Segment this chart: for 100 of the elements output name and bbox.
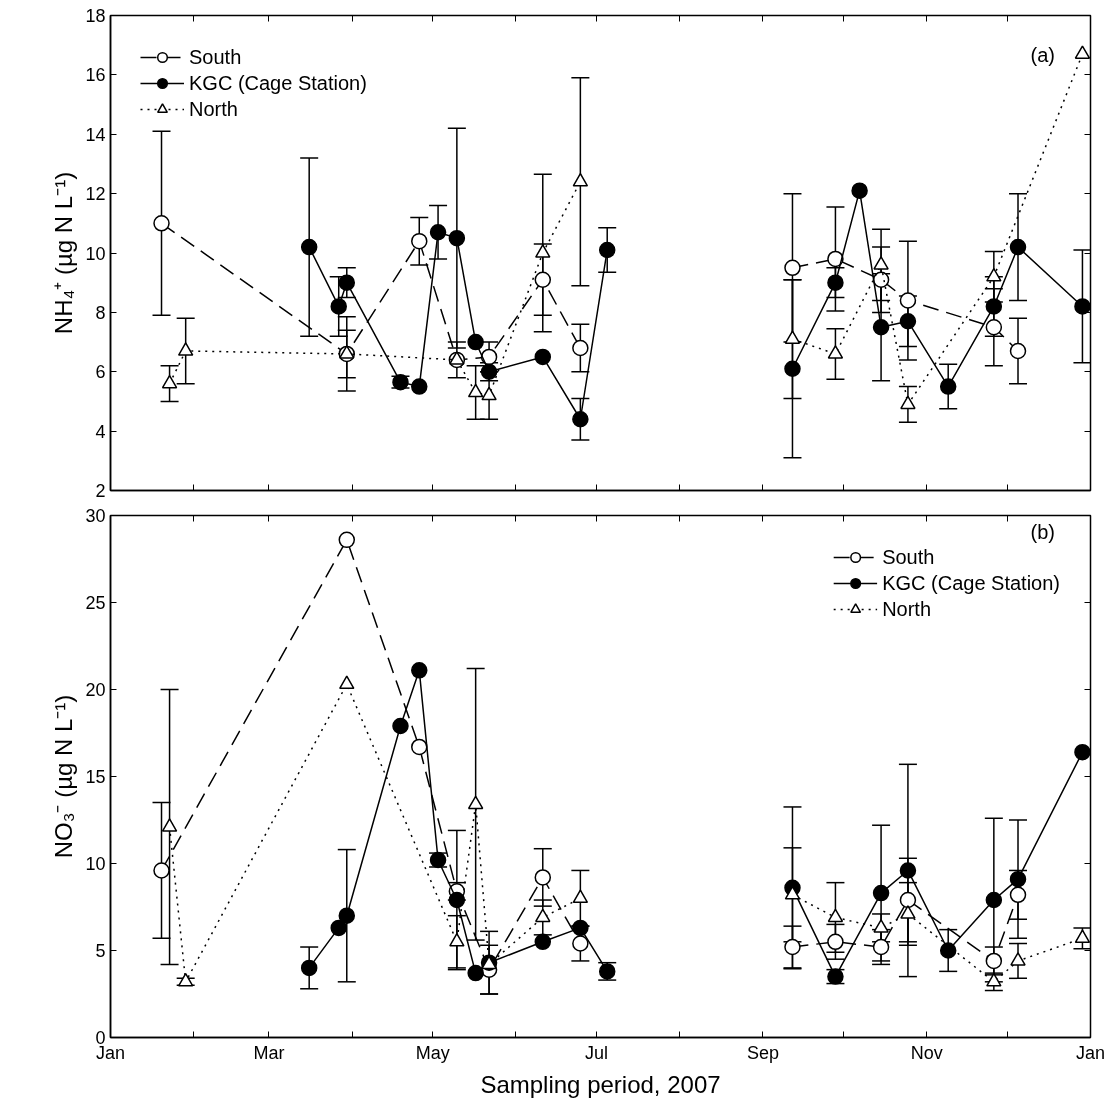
x-axis-title: Sampling period, 2007 <box>480 1070 721 1098</box>
point <box>339 675 355 690</box>
point <box>535 908 551 923</box>
point <box>873 919 889 933</box>
legend-label: North <box>882 597 932 621</box>
point <box>330 919 347 937</box>
y-tick-label: 10 <box>85 854 106 874</box>
y-tick-label: 12 <box>85 184 106 205</box>
point <box>339 345 355 359</box>
point <box>572 889 589 904</box>
point <box>900 905 916 919</box>
point <box>985 952 1003 970</box>
point <box>449 351 465 365</box>
point <box>873 256 889 270</box>
point <box>1010 952 1026 966</box>
point <box>827 908 844 923</box>
point <box>467 333 484 351</box>
point <box>986 972 1002 987</box>
y-tick-label: 14 <box>85 124 106 145</box>
point <box>784 360 801 378</box>
point <box>1009 886 1027 904</box>
y-tick-label: 30 <box>85 506 106 526</box>
legend-label: South <box>882 545 935 569</box>
point <box>985 318 1003 336</box>
x-tick-label: Nov <box>910 1042 943 1063</box>
point <box>939 942 957 959</box>
point <box>1074 929 1091 944</box>
y-tick-label: 25 <box>85 593 106 613</box>
point <box>1009 238 1027 256</box>
point <box>467 964 484 982</box>
point <box>300 959 318 977</box>
point <box>411 232 428 250</box>
point <box>872 938 890 956</box>
point <box>177 972 194 987</box>
y-tick-label: 2 <box>95 481 106 501</box>
point <box>827 345 844 359</box>
point <box>784 259 801 277</box>
y-axis-title: NO₃⁻ (µg N L⁻¹) <box>50 694 78 859</box>
annotation: (b) <box>1030 520 1055 543</box>
point <box>161 818 178 832</box>
point <box>572 919 589 937</box>
point <box>411 378 428 395</box>
point <box>467 795 484 810</box>
point <box>784 938 801 956</box>
x-tick-label: Mar <box>253 1042 285 1063</box>
point <box>1009 870 1027 888</box>
y-tick-label: 20 <box>85 680 106 700</box>
y-tick-label: 6 <box>95 362 106 383</box>
point <box>338 531 356 549</box>
point <box>429 223 447 241</box>
point <box>985 891 1003 909</box>
point <box>899 891 917 909</box>
point <box>534 271 552 288</box>
point <box>338 274 356 291</box>
point <box>481 386 497 401</box>
point <box>1009 342 1027 360</box>
point <box>872 318 890 336</box>
y-tick-label: 15 <box>85 767 106 787</box>
point <box>851 182 868 199</box>
point <box>572 339 589 357</box>
y-axis-title: NH₄⁺ (µg N L⁻¹) <box>50 171 78 335</box>
point <box>153 862 170 879</box>
point <box>572 935 589 952</box>
point <box>1074 298 1091 315</box>
point <box>572 172 589 187</box>
point <box>177 342 194 356</box>
point <box>448 229 466 247</box>
y-tick-label: 16 <box>85 65 106 86</box>
y-tick-label: 5 <box>95 941 106 961</box>
point <box>827 933 844 951</box>
point <box>330 298 347 315</box>
point <box>827 250 844 268</box>
point <box>467 383 484 398</box>
point <box>534 933 552 951</box>
point <box>392 717 409 735</box>
x-tick-label: Sep <box>746 1042 779 1063</box>
x-tick-label: Jan <box>1075 1042 1106 1063</box>
x-tick-label: Jul <box>584 1042 608 1063</box>
point <box>900 395 916 410</box>
point <box>1074 743 1091 761</box>
point <box>535 244 551 258</box>
point <box>899 313 917 330</box>
annotation: (a) <box>1030 43 1055 66</box>
point <box>448 891 466 909</box>
legend-label: KGC (Cage Station) <box>882 571 1060 595</box>
y-tick-label: 18 <box>85 6 106 26</box>
point <box>338 907 356 924</box>
point <box>872 884 890 902</box>
point <box>986 267 1002 282</box>
point <box>534 869 552 886</box>
point <box>411 662 428 679</box>
point <box>300 238 318 256</box>
point <box>598 241 616 259</box>
point <box>1074 45 1091 59</box>
point <box>827 274 844 291</box>
y-tick-label: 4 <box>95 421 106 442</box>
point <box>153 215 170 232</box>
point <box>939 378 957 395</box>
y-tick-label: 10 <box>85 243 106 264</box>
point <box>534 348 552 366</box>
